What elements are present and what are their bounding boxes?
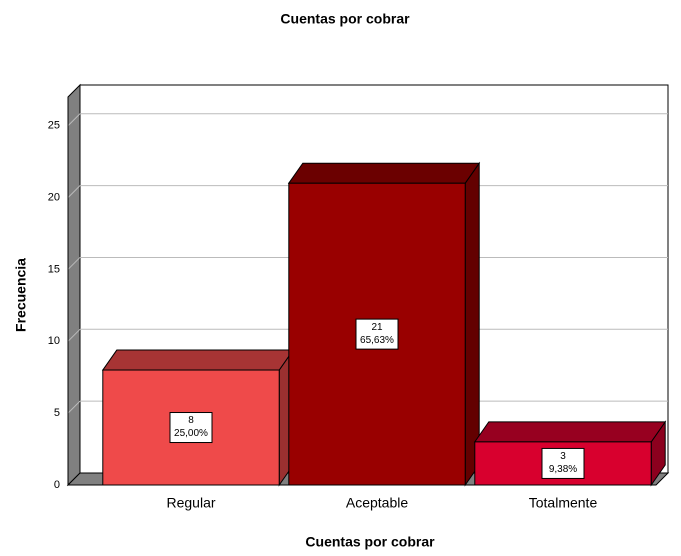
grid-line	[67, 185, 81, 198]
y-tick-label: 20	[48, 191, 60, 203]
y-tick-label: 25	[48, 120, 60, 132]
x-tick-label: Aceptable	[346, 495, 408, 511]
x-tick-label: Regular	[166, 495, 215, 511]
data-label-box	[541, 447, 585, 479]
bar-top	[473, 421, 667, 443]
y-tick-label: 0	[54, 479, 60, 491]
bar-side	[464, 161, 480, 487]
data-label: 9,38%	[549, 464, 577, 475]
grid-line	[67, 257, 81, 270]
side-wall	[67, 83, 81, 487]
grid-line	[67, 400, 81, 414]
bar	[473, 420, 667, 487]
data-label-box	[355, 318, 399, 350]
data-label: 25,00%	[174, 428, 208, 439]
data-label: 3	[560, 451, 566, 462]
data-label: 8	[188, 415, 194, 426]
chart-title: Cuentas por cobrar	[280, 11, 410, 27]
grid-line	[67, 328, 81, 342]
grid-line	[67, 113, 81, 127]
y-axis-label: Frecuencia	[13, 258, 29, 332]
data-label: 21	[371, 322, 383, 333]
data-label-box	[169, 412, 213, 444]
y-tick-label: 15	[48, 263, 60, 275]
data-label: 65,63%	[360, 335, 394, 346]
bar-top	[287, 162, 481, 184]
bar-top	[101, 349, 295, 371]
x-axis-label: Cuentas por cobrar	[305, 534, 435, 550]
x-tick-label: Totalmente	[529, 495, 598, 511]
y-tick-label: 10	[48, 335, 60, 347]
y-tick-label: 5	[54, 407, 60, 419]
